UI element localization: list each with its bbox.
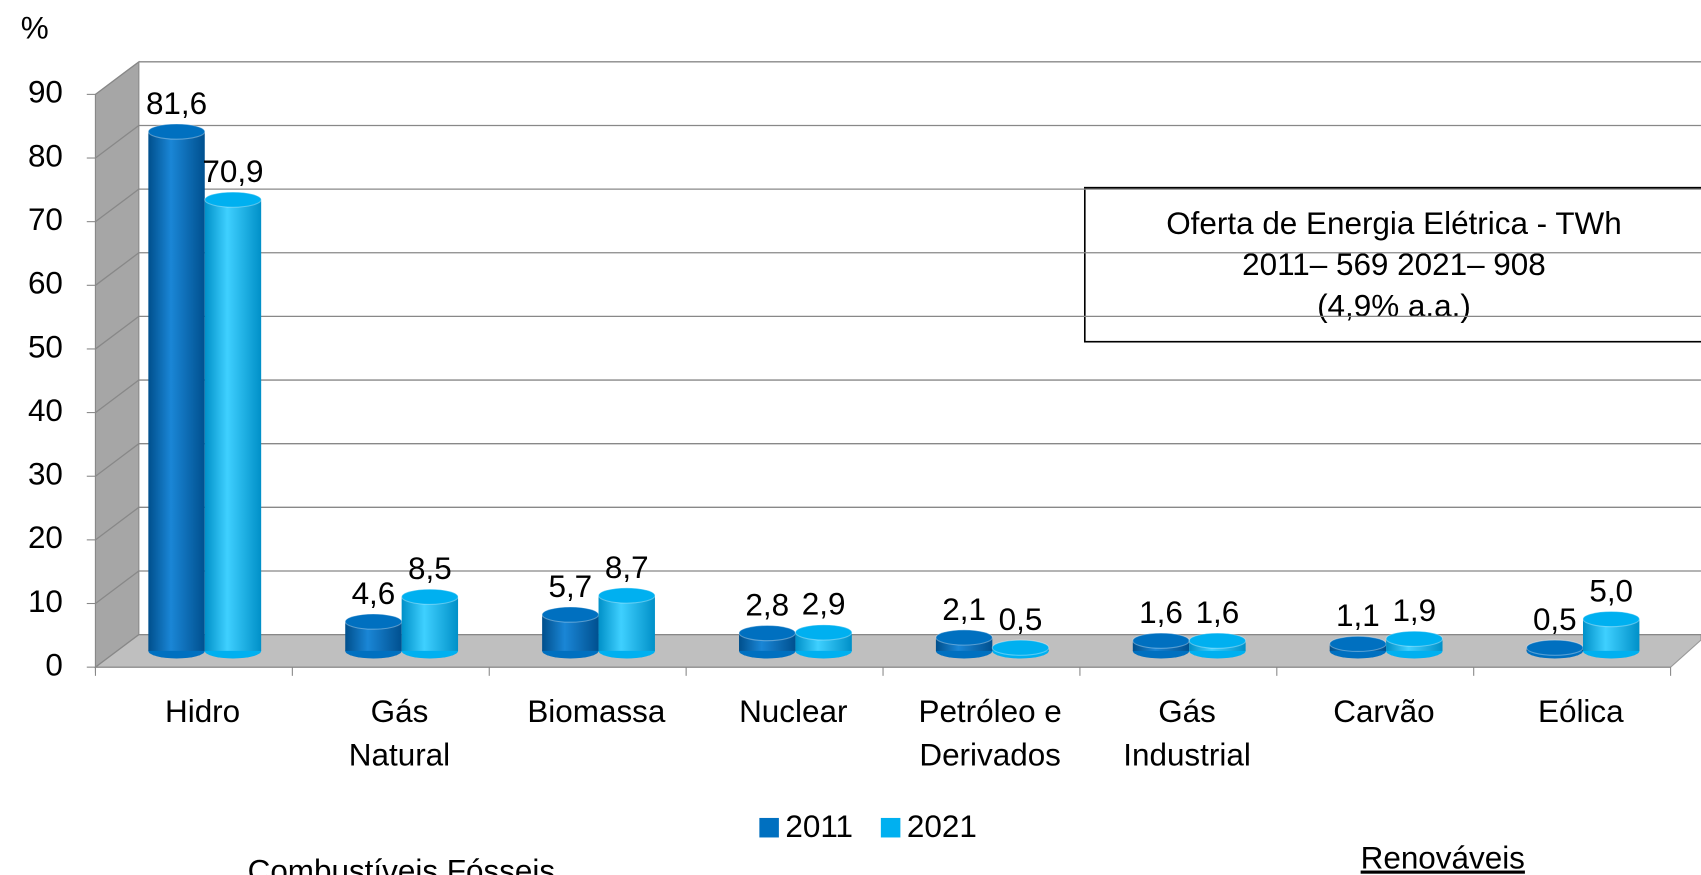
grid-line xyxy=(95,634,140,668)
value-label: 2,1 xyxy=(942,592,986,627)
value-label: 1,1 xyxy=(1336,598,1380,633)
value-label: 5,7 xyxy=(548,569,592,604)
group-label: Combustíveis Fósseis xyxy=(248,854,555,875)
x-tick-label: Carvão xyxy=(1333,694,1434,729)
legend-swatch xyxy=(759,817,779,838)
y-tick-label: 50 xyxy=(28,329,63,364)
value-label: 8,7 xyxy=(605,550,649,585)
bar-top xyxy=(1582,610,1640,628)
y-tick-label: 80 xyxy=(28,138,63,173)
bar-top xyxy=(344,613,403,630)
y-tick-label: 30 xyxy=(28,457,63,492)
bar-top xyxy=(147,123,206,140)
x-tick-label: Natural xyxy=(349,738,450,773)
bar xyxy=(401,596,459,651)
value-label: 70,9 xyxy=(202,154,263,189)
bar-top xyxy=(935,629,993,646)
value-label: 1,9 xyxy=(1392,593,1436,628)
value-label: 2,9 xyxy=(802,587,846,622)
value-label: 8,5 xyxy=(408,551,452,586)
grid-line xyxy=(95,570,140,605)
grid-line xyxy=(95,61,140,95)
x-tick-label: Eólica xyxy=(1538,694,1624,729)
bar-top xyxy=(1385,630,1444,647)
value-label: 4,6 xyxy=(352,576,396,611)
legend-label: 2011 xyxy=(785,809,853,844)
grid-line xyxy=(95,506,140,541)
value-label: 5,0 xyxy=(1589,573,1633,608)
value-label: 0,5 xyxy=(1533,602,1577,637)
floor xyxy=(93,634,1701,668)
annotation: Oferta de Energia Elétrica - TWh xyxy=(1166,206,1621,241)
annotation: (4,9% a.a.) xyxy=(1317,288,1471,323)
bar-top xyxy=(1526,639,1584,656)
grid-line xyxy=(95,443,140,477)
plot: % Oferta de Energia Elétrica - TWh 2011–… xyxy=(21,11,1701,875)
bar-top xyxy=(738,624,796,642)
value-label: 0,5 xyxy=(999,602,1043,637)
grid-line xyxy=(95,252,140,286)
x-tick-label: Biomassa xyxy=(527,694,666,729)
x-tick-label: Petróleo e xyxy=(918,694,1061,729)
bar xyxy=(148,131,205,651)
x-tick-label: Hidro xyxy=(165,694,240,729)
bar-top xyxy=(1188,632,1247,649)
x-tick-label: Nuclear xyxy=(739,694,847,729)
x-tick-label: Gás xyxy=(371,694,429,729)
bar xyxy=(598,595,655,651)
value-label: 1,6 xyxy=(1196,595,1240,630)
grid-line xyxy=(95,124,140,159)
bar-top xyxy=(541,606,600,623)
bar-top xyxy=(204,191,262,208)
bar-top xyxy=(794,624,853,641)
value-label: 2,8 xyxy=(745,587,789,622)
y-tick-label: 20 xyxy=(28,520,63,555)
value-label: 1,6 xyxy=(1139,595,1183,630)
legend-swatch xyxy=(880,817,901,838)
bar-top xyxy=(1132,632,1190,649)
grid-line xyxy=(95,188,140,223)
legend-label: 2021 xyxy=(907,809,977,844)
grid-line xyxy=(95,315,140,350)
bar-top xyxy=(1329,635,1387,653)
y-tick-label: 70 xyxy=(28,202,63,237)
x-tick-label: Industrial xyxy=(1123,738,1251,773)
y-tick-label: 10 xyxy=(28,584,63,619)
bar-top xyxy=(597,587,656,604)
y-axis-label: % xyxy=(21,11,49,46)
y-tick-label: 60 xyxy=(28,266,63,301)
y-tick-label: 0 xyxy=(45,647,62,682)
x-tick-label: Gás xyxy=(1158,694,1216,729)
y-tick-label: 90 xyxy=(28,75,63,110)
x-tick-label: Derivados xyxy=(919,738,1061,773)
group-label: Renováveis xyxy=(1361,841,1525,875)
bar-top xyxy=(401,588,459,605)
y-tick-label: 40 xyxy=(28,393,63,428)
bar xyxy=(204,199,262,651)
bar-top xyxy=(991,639,1050,656)
grid-line xyxy=(95,379,140,414)
value-label: 81,6 xyxy=(146,86,207,121)
